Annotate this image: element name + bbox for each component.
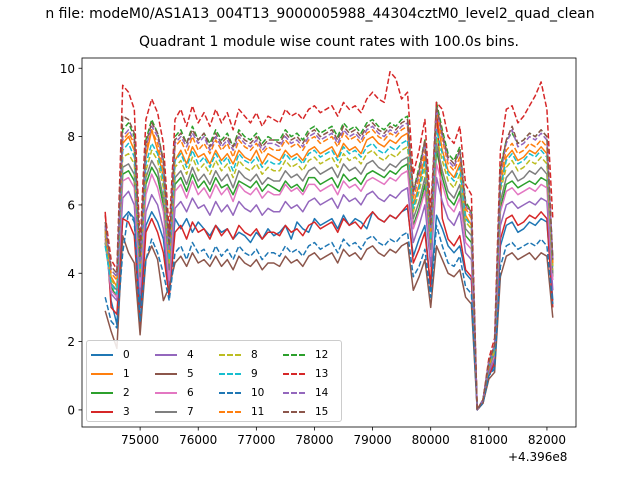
legend-item-9: 9 xyxy=(219,364,283,383)
legend-swatch xyxy=(283,372,305,375)
legend-swatch xyxy=(91,372,113,375)
legend-label: 4 xyxy=(187,348,194,361)
figure-suptitle: n file: modeM0/AS1A13_004T13_9000005988_… xyxy=(45,6,595,22)
legend-swatch xyxy=(91,353,113,356)
legend-swatch xyxy=(219,353,241,356)
x-tick-label: 75000 xyxy=(121,433,159,447)
legend-item-1: 1 xyxy=(91,364,155,383)
legend-label: 7 xyxy=(187,405,194,418)
legend: 0 1 2 3 4 5 6 7 8 9 10 11 12 13 14 15 xyxy=(86,340,342,422)
legend-item-2: 2 xyxy=(91,383,155,402)
legend-label: 9 xyxy=(251,367,258,380)
legend-item-0: 0 xyxy=(91,345,155,364)
legend-item-5: 5 xyxy=(155,364,219,383)
legend-item-15: 15 xyxy=(283,402,347,421)
axes-layer: 75000 76000 77000 78000 79000 80000 81000 82000… xyxy=(60,57,577,447)
series-15-line xyxy=(104,105,554,411)
legend-swatch xyxy=(155,372,177,375)
legend-item-10: 10 xyxy=(219,383,283,402)
legend-swatch xyxy=(219,391,241,394)
legend-label: 2 xyxy=(123,386,130,399)
legend-label: 0 xyxy=(123,348,130,361)
series-layer xyxy=(104,70,554,411)
y-tick-label: 8 xyxy=(67,130,75,144)
legend-label: 5 xyxy=(187,367,194,380)
legend-item-14: 14 xyxy=(283,383,347,402)
legend-item-12: 12 xyxy=(283,345,347,364)
legend-label: 10 xyxy=(251,386,265,399)
legend-label: 13 xyxy=(315,367,329,380)
y-tick-label: 4 xyxy=(67,267,75,281)
legend-item-11: 11 xyxy=(219,402,283,421)
legend-swatch xyxy=(219,410,241,413)
legend-label: 1 xyxy=(123,367,130,380)
legend-swatch xyxy=(155,391,177,394)
y-tick-label: 10 xyxy=(60,62,75,76)
legend-label: 8 xyxy=(251,348,258,361)
x-tick-label: 80000 xyxy=(412,433,450,447)
legend-label: 14 xyxy=(315,386,329,399)
legend-item-8: 8 xyxy=(219,345,283,364)
legend-item-6: 6 xyxy=(155,383,219,402)
legend-grid: 0 1 2 3 4 5 6 7 8 9 10 11 12 13 14 15 xyxy=(91,345,347,421)
legend-label: 11 xyxy=(251,405,265,418)
x-tick-label: 78000 xyxy=(295,433,333,447)
y-tick-label: 0 xyxy=(67,403,75,417)
legend-item-4: 4 xyxy=(155,345,219,364)
legend-label: 15 xyxy=(315,405,329,418)
x-tick-label: 81000 xyxy=(470,433,508,447)
legend-item-7: 7 xyxy=(155,402,219,421)
legend-swatch xyxy=(91,391,113,394)
legend-swatch xyxy=(155,353,177,356)
legend-swatch xyxy=(283,353,305,356)
x-tick-label: 77000 xyxy=(237,433,275,447)
legend-item-3: 3 xyxy=(91,402,155,421)
legend-label: 6 xyxy=(187,386,194,399)
x-tick-label: 79000 xyxy=(353,433,391,447)
x-axis-offset-label: +4.396e8 xyxy=(508,450,568,464)
legend-label: 3 xyxy=(123,405,130,418)
plot-frame xyxy=(81,57,577,428)
series-9-line xyxy=(104,129,554,411)
legend-swatch xyxy=(219,372,241,375)
series-14-line xyxy=(104,108,554,411)
x-tick-label: 76000 xyxy=(179,433,217,447)
legend-swatch xyxy=(283,391,305,394)
legend-swatch xyxy=(91,410,113,413)
x-tick-label: 82000 xyxy=(528,433,566,447)
legend-swatch xyxy=(155,410,177,413)
legend-label: 12 xyxy=(315,348,329,361)
y-tick-label: 6 xyxy=(67,198,75,212)
legend-item-13: 13 xyxy=(283,364,347,383)
y-tick-label: 2 xyxy=(67,335,75,349)
legend-swatch xyxy=(283,410,305,413)
series-10-line xyxy=(104,211,554,411)
chart-title: Quadrant 1 module wise count rates with … xyxy=(139,34,519,50)
